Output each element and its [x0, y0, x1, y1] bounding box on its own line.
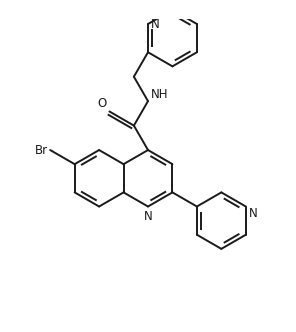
Text: N: N: [144, 210, 152, 223]
Text: N: N: [249, 208, 258, 220]
Text: O: O: [98, 97, 107, 110]
Text: Br: Br: [35, 143, 48, 157]
Text: N: N: [151, 18, 160, 31]
Text: NH: NH: [151, 88, 168, 101]
